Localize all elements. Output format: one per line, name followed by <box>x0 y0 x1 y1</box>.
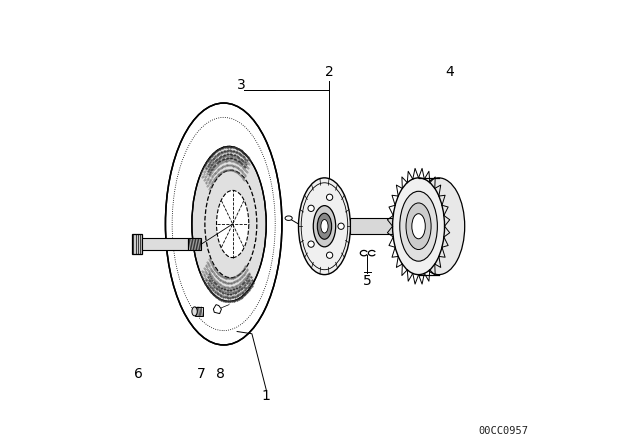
Text: 1: 1 <box>262 389 271 404</box>
Text: 4: 4 <box>445 65 454 79</box>
Polygon shape <box>351 218 419 234</box>
Ellipse shape <box>285 216 292 220</box>
Ellipse shape <box>298 178 351 275</box>
Ellipse shape <box>308 241 314 247</box>
Text: 2: 2 <box>324 65 333 79</box>
Text: 5: 5 <box>363 274 372 288</box>
Ellipse shape <box>321 220 328 233</box>
Ellipse shape <box>308 205 314 211</box>
Ellipse shape <box>413 178 465 275</box>
Text: 7: 7 <box>197 367 205 381</box>
Text: 00CC0957: 00CC0957 <box>479 426 529 436</box>
Polygon shape <box>141 238 188 250</box>
Ellipse shape <box>192 307 197 316</box>
Ellipse shape <box>314 206 336 247</box>
Ellipse shape <box>326 252 333 258</box>
Text: 6: 6 <box>134 367 143 381</box>
Polygon shape <box>188 238 201 250</box>
Ellipse shape <box>317 213 332 239</box>
Ellipse shape <box>400 191 437 261</box>
Ellipse shape <box>326 194 333 200</box>
Text: 8: 8 <box>216 367 225 381</box>
Ellipse shape <box>216 190 249 258</box>
Ellipse shape <box>412 214 425 239</box>
Text: 3: 3 <box>237 78 246 92</box>
Ellipse shape <box>406 203 431 250</box>
Polygon shape <box>132 234 141 254</box>
Polygon shape <box>195 307 203 316</box>
Ellipse shape <box>338 223 344 229</box>
Ellipse shape <box>192 146 266 302</box>
Ellipse shape <box>165 103 282 345</box>
Polygon shape <box>213 305 221 314</box>
Ellipse shape <box>392 178 445 275</box>
